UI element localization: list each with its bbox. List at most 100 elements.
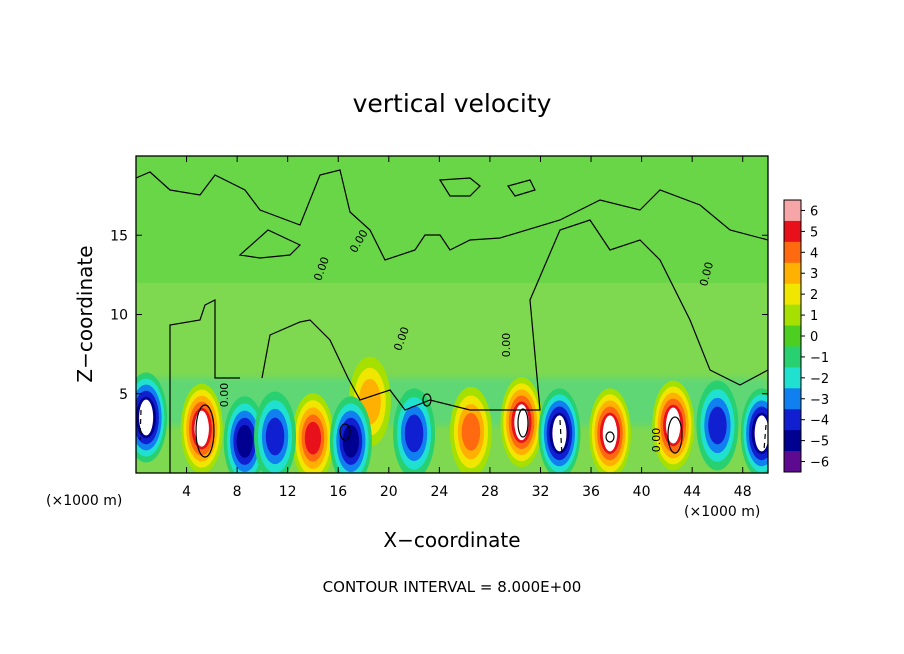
zero-contour-loop: [605, 431, 615, 443]
zero-contour-line: [169, 299, 240, 473]
y-tick-label: 10: [110, 308, 128, 324]
colorbar-swatch: [784, 200, 801, 222]
core-level: [708, 406, 727, 445]
x-tick-label: 36: [582, 484, 600, 500]
x-tick-label: 28: [481, 484, 499, 500]
core-peak: [603, 415, 617, 452]
updraft-core: [589, 388, 631, 473]
x-tick-label: 24: [430, 484, 448, 500]
x-tick-label: 20: [380, 484, 398, 500]
core-level: [265, 417, 285, 456]
colorbar-tick-label: −4: [810, 414, 829, 429]
colorbar-tick-label: −6: [810, 456, 829, 471]
colorbar-tick-label: 6: [810, 204, 818, 219]
core-level: [304, 421, 322, 455]
x-tick-label: 44: [683, 484, 701, 500]
colorbar-swatch: [784, 430, 801, 452]
downdraft-core: [136, 372, 168, 463]
core-peak: [666, 407, 681, 444]
downdraft-core: [740, 388, 768, 473]
x-tick-label: 32: [532, 484, 550, 500]
updraft-core: [449, 386, 492, 473]
zero-contour-loop: [517, 408, 529, 438]
colorbar-tick-label: −5: [810, 435, 829, 450]
core-level: [461, 412, 481, 451]
y-axis: 5 10 15: [110, 228, 768, 403]
zero-contour-loop: [339, 423, 351, 441]
contour-label: 0.00: [218, 383, 231, 408]
colorbar-swatch: [784, 262, 801, 285]
zero-contour-line: [438, 177, 481, 197]
core-peak: [514, 404, 529, 441]
colorbar-swatch: [784, 220, 801, 243]
contour-interval-footer: CONTOUR INTERVAL = 8.000E+00: [323, 578, 582, 596]
core-peak: [139, 399, 154, 436]
contour-label: 0.00: [650, 428, 663, 453]
x-tick-label: 8: [233, 484, 242, 500]
zero-contours: [136, 169, 768, 473]
zero-contour-line: [139, 409, 767, 456]
x-tick-label: 12: [279, 484, 297, 500]
colorbar-swatch: [784, 283, 801, 306]
colorbar-tick-label: 4: [810, 246, 818, 261]
colorbar-swatch: [784, 346, 801, 368]
colorbar-swatch: [784, 325, 801, 347]
downdraft-core: [223, 396, 266, 473]
core-peak: [552, 415, 567, 452]
x-tick-label: 48: [734, 484, 752, 500]
updraft-core: [500, 377, 543, 468]
field-band: [136, 156, 768, 283]
updraft-core: [180, 383, 223, 473]
x-tick-label: 4: [182, 484, 191, 500]
contour-label: 0.00: [697, 261, 716, 288]
plot-area: 0.000.000.00 0.000.000.000.00: [136, 156, 768, 473]
colorbar-tick-label: 0: [810, 330, 818, 345]
y-tick-label: 5: [119, 387, 128, 403]
velocity-cores: [136, 356, 768, 473]
colorbar: 6 5 4 3 2 1 0 −1 −2 −3 −4 −5 −6: [783, 199, 829, 473]
colorbar-swatch: [784, 241, 801, 264]
core-peak: [754, 415, 768, 452]
colorbar-swatch: [784, 367, 801, 389]
downdraft-core: [393, 388, 436, 473]
updraft-core: [291, 393, 334, 473]
downdraft-core: [254, 391, 297, 473]
zero-contour-loop: [195, 404, 215, 458]
colorbar-swatch: [784, 451, 801, 473]
x-axis: 4 8 12 16 20 24 28 32 36 40 44 48: [182, 156, 752, 500]
colorbar-swatch: [784, 304, 801, 327]
colorbar-tick-label: −1: [810, 351, 829, 366]
zero-contour-loop: [422, 393, 432, 407]
colorbar-tick-label: 5: [810, 225, 818, 240]
downdraft-core: [329, 396, 372, 473]
x-unit-right: (×1000 m): [684, 504, 760, 520]
y-axis-label: Z−coordinate: [73, 245, 97, 382]
x-unit-left: (×1000 m): [46, 493, 122, 509]
x-axis-label: X−coordinate: [383, 528, 520, 552]
colorbar-swatch: [784, 388, 801, 410]
colorbar-tick-label: 3: [810, 267, 818, 282]
x-tick-label: 40: [633, 484, 651, 500]
downdraft-core: [538, 388, 581, 473]
zero-contour-line: [238, 229, 302, 259]
chart-title: vertical velocity: [353, 89, 552, 118]
colorbar-swatch: [784, 409, 801, 431]
zero-contour-line: [261, 219, 768, 411]
zero-contour-line: [136, 169, 768, 261]
core-level: [236, 424, 253, 458]
core-level: [342, 424, 360, 458]
core-level: [404, 414, 424, 453]
y-tick-label: 15: [110, 228, 128, 244]
colorbar-tick-label: −3: [810, 393, 829, 408]
zero-contour-line: [507, 179, 536, 197]
colorbar-tick-label: 1: [810, 309, 818, 324]
contour-label: 0.00: [500, 333, 513, 358]
colorbar-tick-label: −2: [810, 372, 829, 387]
downdraft-core: [696, 380, 739, 471]
zero-contour-loop: [667, 416, 683, 454]
core-peak: [194, 410, 209, 447]
colorbar-tick-label: 2: [810, 288, 818, 303]
x-tick-label: 16: [329, 484, 347, 500]
updraft-core: [652, 380, 695, 471]
